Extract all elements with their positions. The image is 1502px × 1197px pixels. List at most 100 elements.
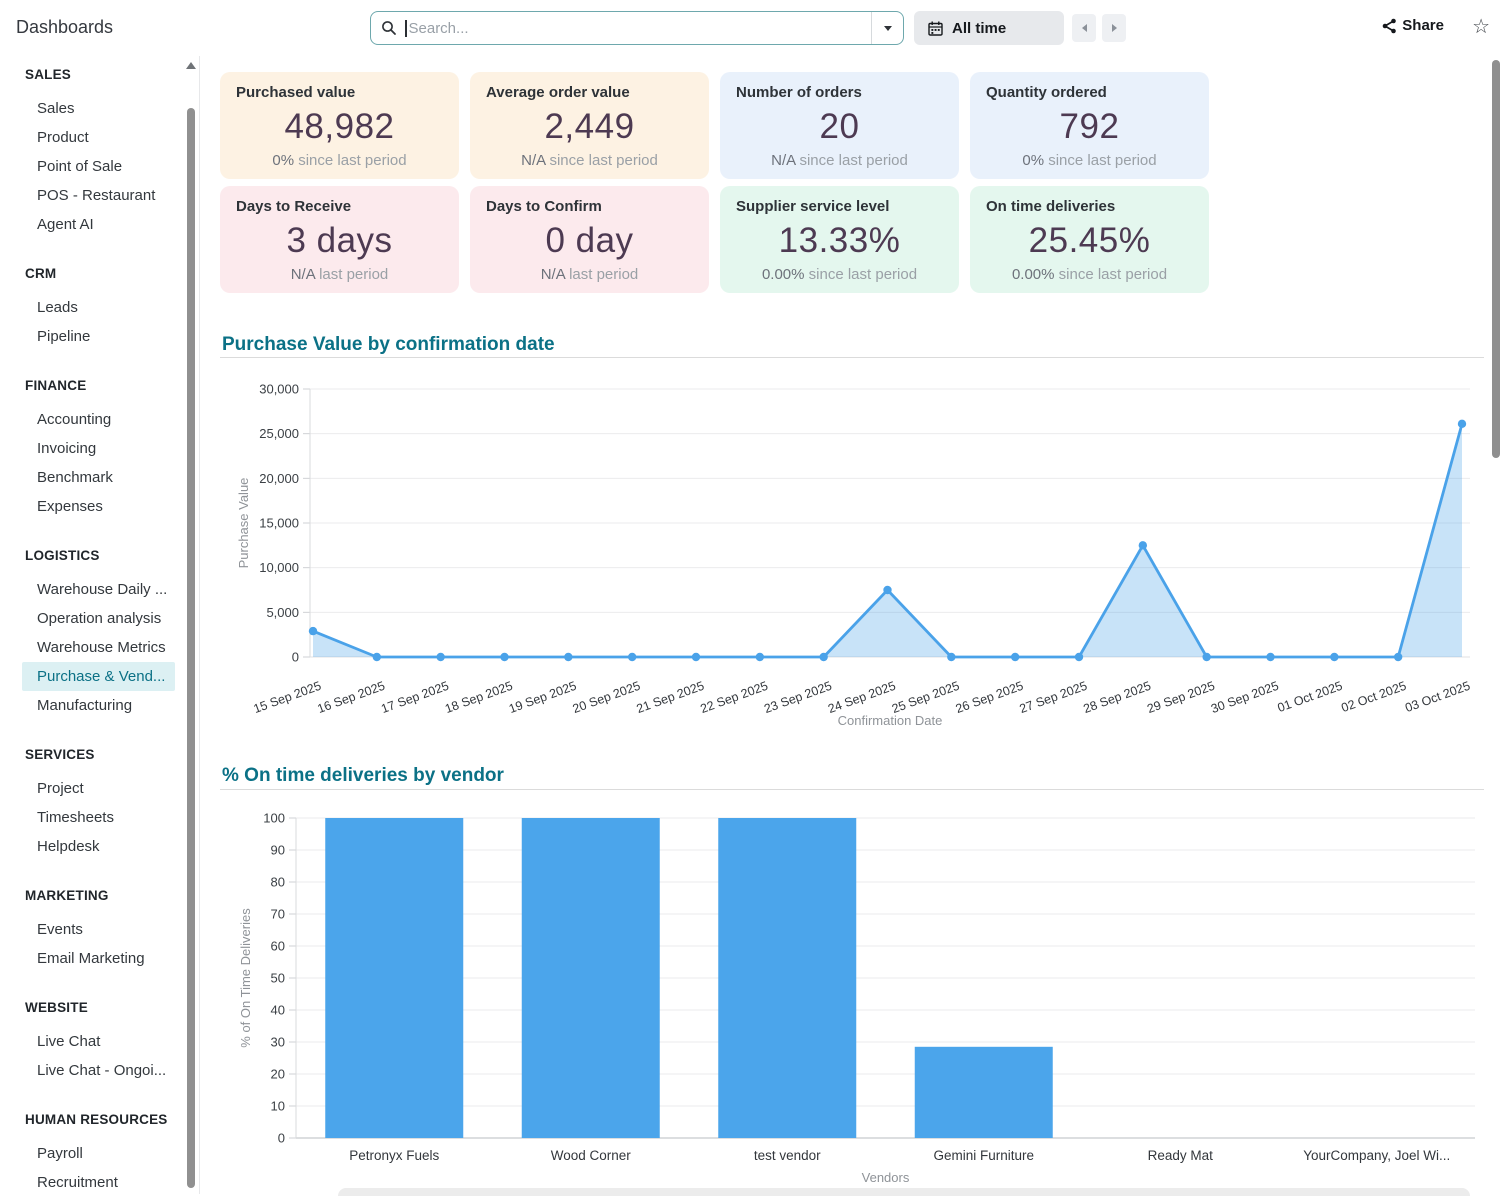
data-point[interactable]: [436, 653, 444, 661]
next-period-button[interactable]: [1102, 14, 1126, 42]
sidebar-scroll-up-icon[interactable]: [186, 62, 196, 69]
data-point[interactable]: [1139, 541, 1147, 549]
sidebar-item-events[interactable]: Events: [0, 915, 199, 944]
data-point[interactable]: [564, 653, 572, 661]
sidebar-item-pos-restaurant[interactable]: POS - Restaurant: [0, 181, 199, 210]
data-point[interactable]: [373, 653, 381, 661]
sidebar-item-operation-analysis[interactable]: Operation analysis: [0, 604, 199, 633]
bar-gemini-furniture[interactable]: [915, 1047, 1053, 1138]
kpi-delta-suffix: since last period: [298, 152, 406, 169]
search-input[interactable]: Search...: [409, 20, 872, 37]
sidebar-section-title: SALES: [0, 64, 199, 86]
x-tick-label: 16 Sep 2025: [315, 679, 386, 716]
sidebar-item-helpdesk[interactable]: Helpdesk: [0, 832, 199, 861]
sidebar-item-benchmark[interactable]: Benchmark: [0, 463, 199, 492]
data-point[interactable]: [1394, 653, 1402, 661]
y-axis-title: Purchase Value: [236, 478, 251, 569]
data-point[interactable]: [1458, 420, 1466, 428]
y-tick-label: 5,000: [266, 605, 299, 620]
kpi-card-purchased-value[interactable]: Purchased value48,9820% since last perio…: [220, 72, 459, 179]
x-tick-label: 25 Sep 2025: [890, 679, 961, 716]
data-point[interactable]: [628, 653, 636, 661]
kpi-delta: N/A since last period: [470, 152, 709, 169]
time-filter-button[interactable]: All time: [914, 11, 1064, 45]
search-icon: [381, 20, 397, 36]
x-tick-label: 26 Sep 2025: [954, 679, 1025, 716]
data-point[interactable]: [947, 653, 955, 661]
sidebar-item-project[interactable]: Project: [0, 774, 199, 803]
search-box[interactable]: Search...: [370, 11, 904, 45]
page-scrollbar[interactable]: [1492, 60, 1500, 458]
sidebar-item-agent-ai[interactable]: Agent AI: [0, 210, 199, 239]
prev-period-button[interactable]: [1072, 14, 1096, 42]
sidebar-section-title: CRM: [0, 263, 199, 285]
data-point[interactable]: [1011, 653, 1019, 661]
sidebar-item-warehouse-metrics[interactable]: Warehouse Metrics: [0, 633, 199, 662]
sidebar-item-live-chat-ongoi[interactable]: Live Chat - Ongoi...: [0, 1056, 199, 1085]
kpi-delta: N/A last period: [220, 266, 459, 283]
data-point[interactable]: [1202, 653, 1210, 661]
kpi-value: 20: [720, 107, 959, 147]
data-point[interactable]: [1330, 653, 1338, 661]
sidebar-item-email-marketing[interactable]: Email Marketing: [0, 944, 199, 973]
y-tick-label: 50: [271, 971, 285, 986]
sidebar-section-title: FINANCE: [0, 375, 199, 397]
sidebar-item-expenses[interactable]: Expenses: [0, 492, 199, 521]
kpi-card-quantity-ordered[interactable]: Quantity ordered7920% since last period: [970, 72, 1209, 179]
data-point[interactable]: [1075, 653, 1083, 661]
y-tick-label: 40: [271, 1003, 285, 1018]
x-tick-label: 24 Sep 2025: [826, 679, 897, 716]
sidebar-item-purchase-vend[interactable]: Purchase & Vend...: [22, 662, 175, 691]
sidebar-item-invoicing[interactable]: Invoicing: [0, 434, 199, 463]
data-point[interactable]: [756, 653, 764, 661]
kpi-card-average-order-value[interactable]: Average order value2,449N/A since last p…: [470, 72, 709, 179]
sidebar-item-leads[interactable]: Leads: [0, 293, 199, 322]
sidebar-section-title: HUMAN RESOURCES: [0, 1109, 199, 1131]
data-point[interactable]: [883, 586, 891, 594]
data-point[interactable]: [309, 627, 317, 635]
bar-petronyx-fuels[interactable]: [325, 818, 463, 1138]
x-tick-label: 20 Sep 2025: [571, 679, 642, 716]
bar-test-vendor[interactable]: [718, 818, 856, 1138]
topbar: Dashboards Search...: [0, 0, 1502, 56]
kpi-card-on-time-deliveries[interactable]: On time deliveries25.45%0.00% since last…: [970, 186, 1209, 293]
sidebar-item-manufacturing[interactable]: Manufacturing: [0, 691, 199, 720]
sidebar-section-logistics: LOGISTICSWarehouse Daily ...Operation an…: [0, 521, 199, 720]
kpi-delta: 0.00% since last period: [970, 266, 1209, 283]
kpi-card-supplier-service-level[interactable]: Supplier service level13.33%0.00% since …: [720, 186, 959, 293]
x-tick-label: 28 Sep 2025: [1081, 679, 1152, 716]
favorite-star-icon[interactable]: ☆: [1472, 14, 1490, 40]
bar-chart-title: % On time deliveries by vendor: [222, 765, 504, 787]
kpi-title: Supplier service level: [720, 198, 959, 216]
sidebar-section-title: MARKETING: [0, 885, 199, 907]
search-dropdown-toggle[interactable]: [871, 12, 903, 44]
sidebar-item-live-chat[interactable]: Live Chat: [0, 1027, 199, 1056]
data-point[interactable]: [819, 653, 827, 661]
bar-wood-corner[interactable]: [522, 818, 660, 1138]
sidebar-item-timesheets[interactable]: Timesheets: [0, 803, 199, 832]
share-button[interactable]: Share: [1382, 17, 1444, 34]
purchase-value-line-chart: 05,00010,00015,00020,00025,00030,00015 S…: [230, 368, 1485, 736]
x-tick-label: 30 Sep 2025: [1209, 679, 1280, 716]
kpi-delta-value: 0.00%: [1012, 266, 1055, 283]
sidebar-item-warehouse-daily[interactable]: Warehouse Daily ...: [0, 575, 199, 604]
data-point[interactable]: [692, 653, 700, 661]
sidebar-item-recruitment[interactable]: Recruitment: [0, 1168, 199, 1197]
sidebar-scrollbar[interactable]: [187, 108, 195, 1188]
kpi-card-days-to-receive[interactable]: Days to Receive3 daysN/A last period: [220, 186, 459, 293]
data-point[interactable]: [500, 653, 508, 661]
sidebar-item-sales[interactable]: Sales: [0, 94, 199, 123]
sidebar-item-point-of-sale[interactable]: Point of Sale: [0, 152, 199, 181]
next-widget-edge: [338, 1188, 1470, 1196]
data-point[interactable]: [1266, 653, 1274, 661]
kpi-card-number-of-orders[interactable]: Number of orders20N/A since last period: [720, 72, 959, 179]
sidebar-item-accounting[interactable]: Accounting: [0, 405, 199, 434]
sidebar-item-pipeline[interactable]: Pipeline: [0, 322, 199, 351]
y-tick-label: 10,000: [259, 560, 299, 575]
kpi-delta-value: N/A: [541, 266, 565, 283]
kpi-card-days-to-confirm[interactable]: Days to Confirm0 dayN/A last period: [470, 186, 709, 293]
kpi-delta-value: 0%: [272, 152, 294, 169]
kpi-delta-value: 0.00%: [762, 266, 805, 283]
sidebar-item-payroll[interactable]: Payroll: [0, 1139, 199, 1168]
sidebar-item-product[interactable]: Product: [0, 123, 199, 152]
